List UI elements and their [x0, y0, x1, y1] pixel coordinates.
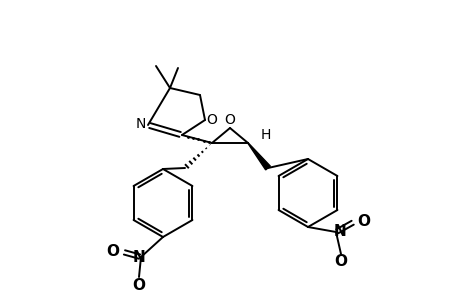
Text: O: O	[106, 244, 119, 260]
Text: O: O	[334, 254, 347, 269]
Text: O: O	[132, 278, 145, 292]
Text: N: N	[333, 224, 346, 239]
Text: O: O	[224, 113, 235, 127]
Text: N: N	[135, 117, 146, 131]
Text: O: O	[206, 113, 217, 127]
Text: N: N	[132, 250, 145, 265]
Polygon shape	[247, 143, 270, 170]
Text: H: H	[260, 128, 271, 142]
Text: O: O	[357, 214, 369, 230]
